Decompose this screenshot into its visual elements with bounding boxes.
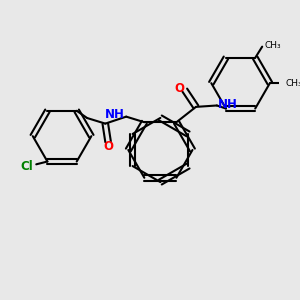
Text: CH₃: CH₃ xyxy=(264,41,281,50)
Text: Cl: Cl xyxy=(21,160,34,173)
Text: O: O xyxy=(103,140,113,153)
Text: O: O xyxy=(175,82,185,95)
Text: CH₃: CH₃ xyxy=(285,79,300,88)
Text: NH: NH xyxy=(218,98,238,111)
Text: NH: NH xyxy=(105,108,125,121)
